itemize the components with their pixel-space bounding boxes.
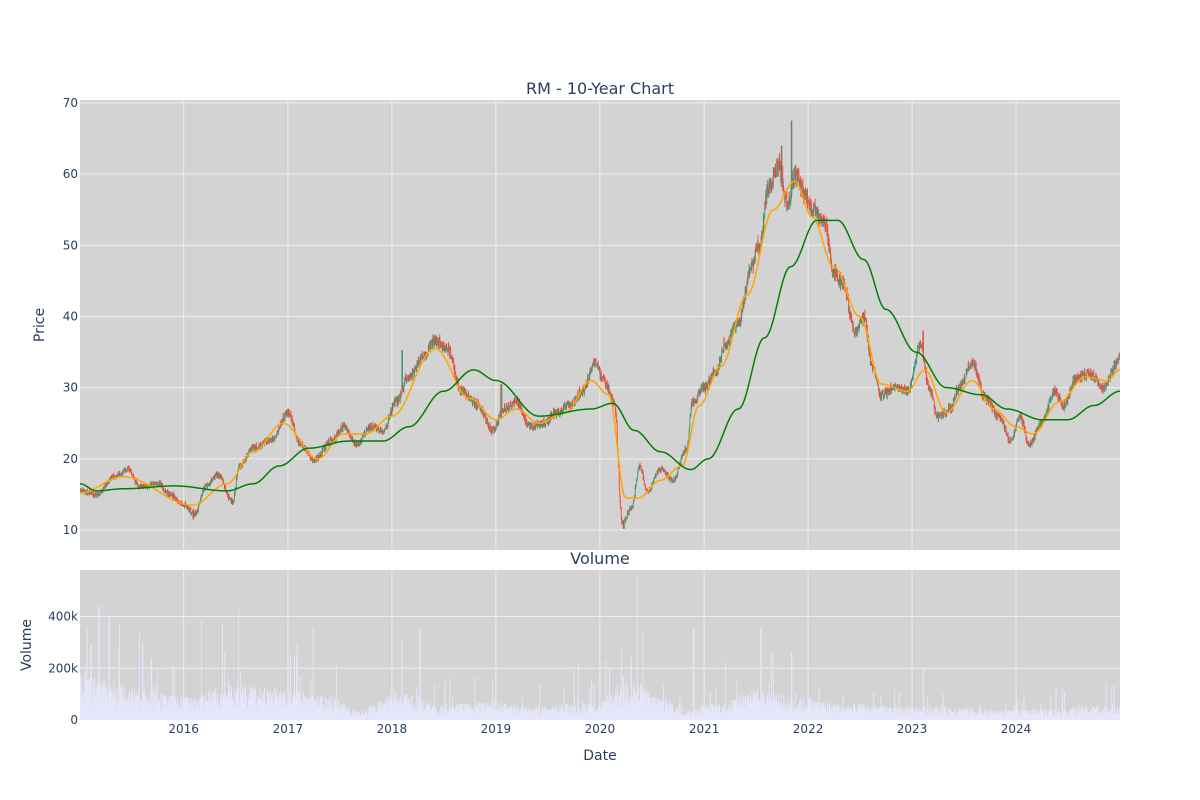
- x-tick-labels: 2016 2017 2018 2019 2020 2021 2022 2023 2024: [168, 722, 1031, 736]
- volume-y-axis-label: Volume: [19, 619, 35, 671]
- price-y-tick-label: 30: [63, 381, 78, 395]
- price-y-axis-label: Price: [32, 308, 48, 342]
- moving-average-long-line: [80, 219, 1120, 492]
- price-y-tick-label: 40: [63, 309, 78, 323]
- x-axis-label: Date: [583, 748, 616, 764]
- price-y-tick-label: 10: [63, 523, 78, 537]
- volume-bars: [80, 576, 1120, 720]
- price-y-tick-labels: 10 20 30 40 50 60 70: [63, 96, 78, 537]
- x-tick-label: 2016: [168, 722, 199, 736]
- price-y-tick-label: 50: [63, 238, 78, 252]
- x-tick-label: 2018: [377, 722, 408, 736]
- volume-panel-title: Volume: [570, 549, 630, 568]
- volume-bar-series: [80, 576, 1120, 720]
- price-gridlines: [80, 100, 1120, 550]
- price-y-tick-label: 20: [63, 452, 78, 466]
- price-y-tick-label: 70: [63, 96, 78, 110]
- x-tick-label: 2020: [585, 722, 616, 736]
- x-tick-label: 2024: [1001, 722, 1032, 736]
- x-tick-label: 2019: [481, 722, 512, 736]
- volume-y-tick-label: 200k: [48, 661, 78, 675]
- x-tick-label: 2021: [689, 722, 720, 736]
- volume-y-tick-label: 0: [70, 713, 78, 727]
- price-y-tick-label: 60: [63, 167, 78, 181]
- moving-average-lines: [80, 180, 1120, 506]
- chart-title: RM - 10-Year Chart: [526, 79, 674, 98]
- x-tick-label: 2017: [273, 722, 304, 736]
- x-tick-label: 2023: [897, 722, 928, 736]
- volume-gridlines: [80, 570, 1120, 720]
- moving-average-short-line: [80, 180, 1120, 506]
- x-tick-label: 2022: [793, 722, 824, 736]
- volume-y-tick-label: 400k: [48, 610, 78, 624]
- volume-y-tick-labels: 0 200k 400k: [48, 610, 78, 727]
